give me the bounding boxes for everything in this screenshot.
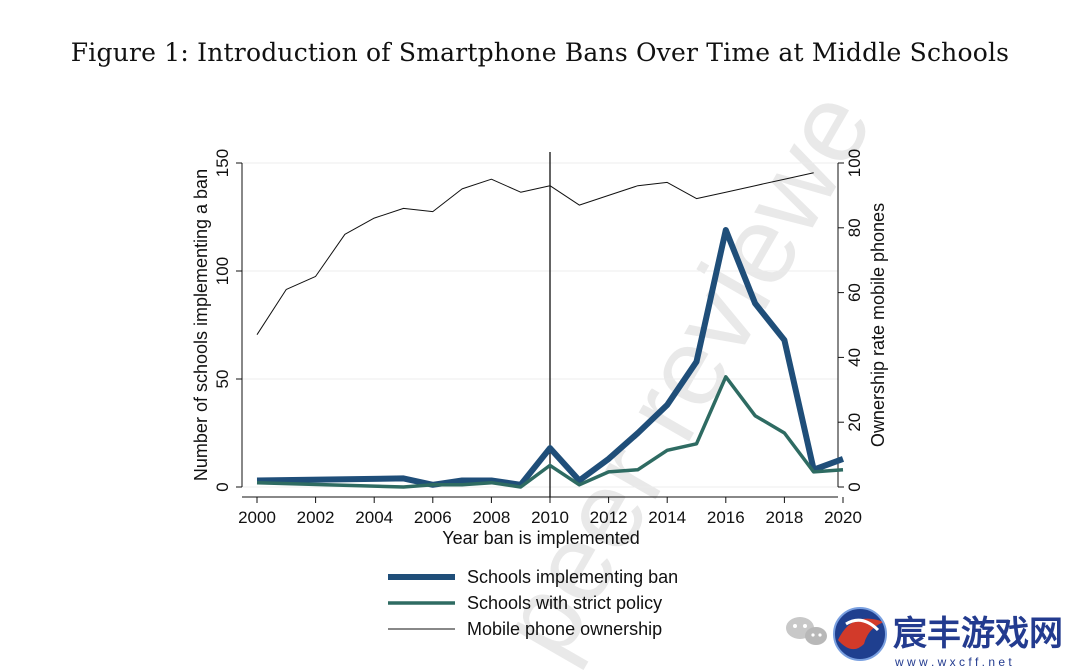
y-right-axis-title: Ownership rate mobile phones [868, 203, 888, 447]
figure-caption: Figure 1: Introduction of Smartphone Ban… [70, 38, 1010, 67]
x-tick-label: 2004 [355, 508, 393, 527]
x-tick-label: 2014 [648, 508, 686, 527]
y-right-tick-label: 80 [845, 218, 864, 237]
y-left-tick-label: 50 [213, 370, 232, 389]
series-line-schools-implementing-ban [256, 227, 845, 488]
site-url: w w w . w x c f f . n e t [894, 655, 1012, 669]
x-axis-title: Year ban is implemented [442, 528, 639, 548]
y-right-tick-label: 100 [845, 149, 864, 177]
legend: Schools implementing ban Schools with str… [388, 567, 678, 639]
x-tick-label: 2018 [765, 508, 803, 527]
wechat-icon [786, 617, 827, 645]
x-tick-label: 2020 [824, 508, 862, 527]
y-right-tick-label: 20 [845, 413, 864, 432]
series-line-mobile-phone-ownership [256, 172, 814, 335]
x-tick-label: 2012 [590, 508, 628, 527]
y-left-tick-label: 150 [213, 149, 232, 177]
site-name: 宸丰游戏网 [893, 615, 1063, 653]
y-right-tick-label: 0 [845, 482, 864, 491]
y-left-axis-title: Number of schools implementing a ban [191, 169, 211, 481]
y-right-tick-label: 40 [845, 348, 864, 367]
x-tick-label: 2008 [472, 508, 510, 527]
legend-label-schools-with-strict-policy: Schools with strict policy [467, 593, 662, 613]
legend-label-schools-implementing-ban: Schools implementing ban [467, 567, 678, 587]
gridlines [242, 162, 838, 488]
series-layer [256, 172, 845, 489]
axes: 0 50 100 150 0 20 40 60 80 100 2000 2002 2004 2006 200… [213, 149, 864, 527]
x-tick-label: 2016 [707, 508, 745, 527]
y-left-tick-label: 0 [213, 482, 232, 491]
x-tick-label: 2006 [414, 508, 452, 527]
dragon-logo-icon [833, 607, 887, 661]
site-watermark: 宸丰游戏网 w w w . w x c f f . n e t [786, 607, 1063, 669]
x-tick-label: 2010 [531, 508, 569, 527]
legend-label-mobile-phone-ownership: Mobile phone ownership [467, 619, 662, 639]
y-left-tick-label: 100 [213, 257, 232, 285]
series-line-schools-with-strict-policy [256, 375, 844, 489]
x-tick-label: 2000 [238, 508, 276, 527]
x-tick-label: 2002 [297, 508, 335, 527]
y-right-tick-label: 60 [845, 283, 864, 302]
